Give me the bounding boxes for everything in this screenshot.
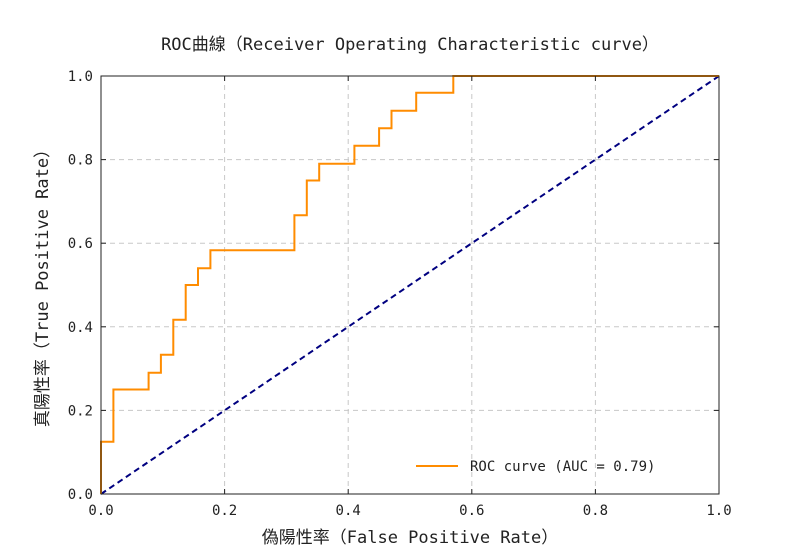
y-tick-label: 0.8 [68, 153, 93, 169]
x-axis-label: 偽陽性率（False Positive Rate） [262, 528, 558, 548]
chart-title: ROC曲線（Receiver Operating Characteristic … [161, 35, 659, 55]
y-tick-label: 1.0 [68, 69, 93, 85]
plot-frame [100, 75, 720, 495]
y-tick-label: 0.0 [68, 487, 93, 503]
random-classifier-line [100, 75, 720, 495]
y-axis-label: 真陽性率（True Positive Rate） [33, 141, 53, 427]
x-tick-label: 0.6 [459, 503, 484, 519]
x-tick-label: 0.0 [88, 503, 113, 519]
x-tick-label: 0.8 [583, 503, 608, 519]
roc-curve-line [100, 75, 719, 494]
tick-labels: 0.0 0.2 0.4 0.6 0.8 1.0 0.0 0.2 0.4 0.6 0.8 1.0 [68, 69, 732, 519]
x-tick-label: 0.4 [336, 503, 361, 519]
y-tick-label: 0.6 [68, 236, 93, 252]
legend-label-roc-curve: ROC curve (AUC = 0.79) [470, 459, 655, 475]
x-tick-label: 0.2 [212, 503, 237, 519]
legend: ROC curve (AUC = 0.79) [416, 459, 655, 475]
y-tick-label: 0.4 [68, 320, 93, 336]
x-tick-label: 1.0 [706, 503, 731, 519]
y-tick-label: 0.2 [68, 403, 93, 419]
series-layer [100, 75, 720, 495]
